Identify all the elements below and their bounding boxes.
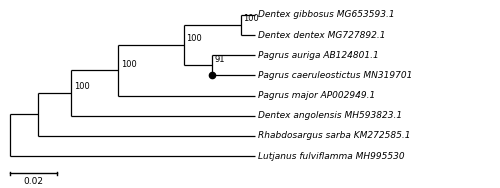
Text: Lutjanus fulviflamma MH995530: Lutjanus fulviflamma MH995530 [258,152,405,161]
Text: 91: 91 [214,55,225,64]
Text: 100: 100 [243,14,258,23]
Text: 100: 100 [120,60,136,69]
Text: Pagrus caeruleostictus MN319701: Pagrus caeruleostictus MN319701 [258,71,413,80]
Text: Dentex angolensis MH593823.1: Dentex angolensis MH593823.1 [258,111,402,120]
Text: Dentex gibbosus MG653593.1: Dentex gibbosus MG653593.1 [258,10,395,19]
Text: Rhabdosargus sarba KM272585.1: Rhabdosargus sarba KM272585.1 [258,131,411,140]
Text: 100: 100 [186,34,202,43]
Text: 100: 100 [74,82,90,91]
Text: Dentex dentex MG727892.1: Dentex dentex MG727892.1 [258,30,386,39]
Text: Pagrus major AP002949.1: Pagrus major AP002949.1 [258,91,376,100]
Text: Pagrus auriga AB124801.1: Pagrus auriga AB124801.1 [258,51,379,60]
Text: 0.02: 0.02 [24,177,44,186]
